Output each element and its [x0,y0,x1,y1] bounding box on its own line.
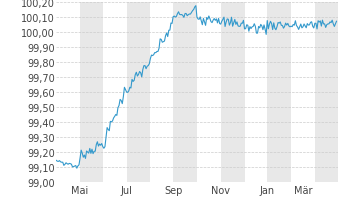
Bar [127,3,150,182]
Bar [56,3,80,182]
Bar [103,3,127,182]
Bar [197,3,221,182]
Bar [173,3,197,182]
Bar [150,3,173,182]
Bar [291,3,315,182]
Bar [80,3,103,182]
Bar [315,3,338,182]
Bar [267,3,291,182]
Bar [221,3,244,182]
Bar [244,3,267,182]
